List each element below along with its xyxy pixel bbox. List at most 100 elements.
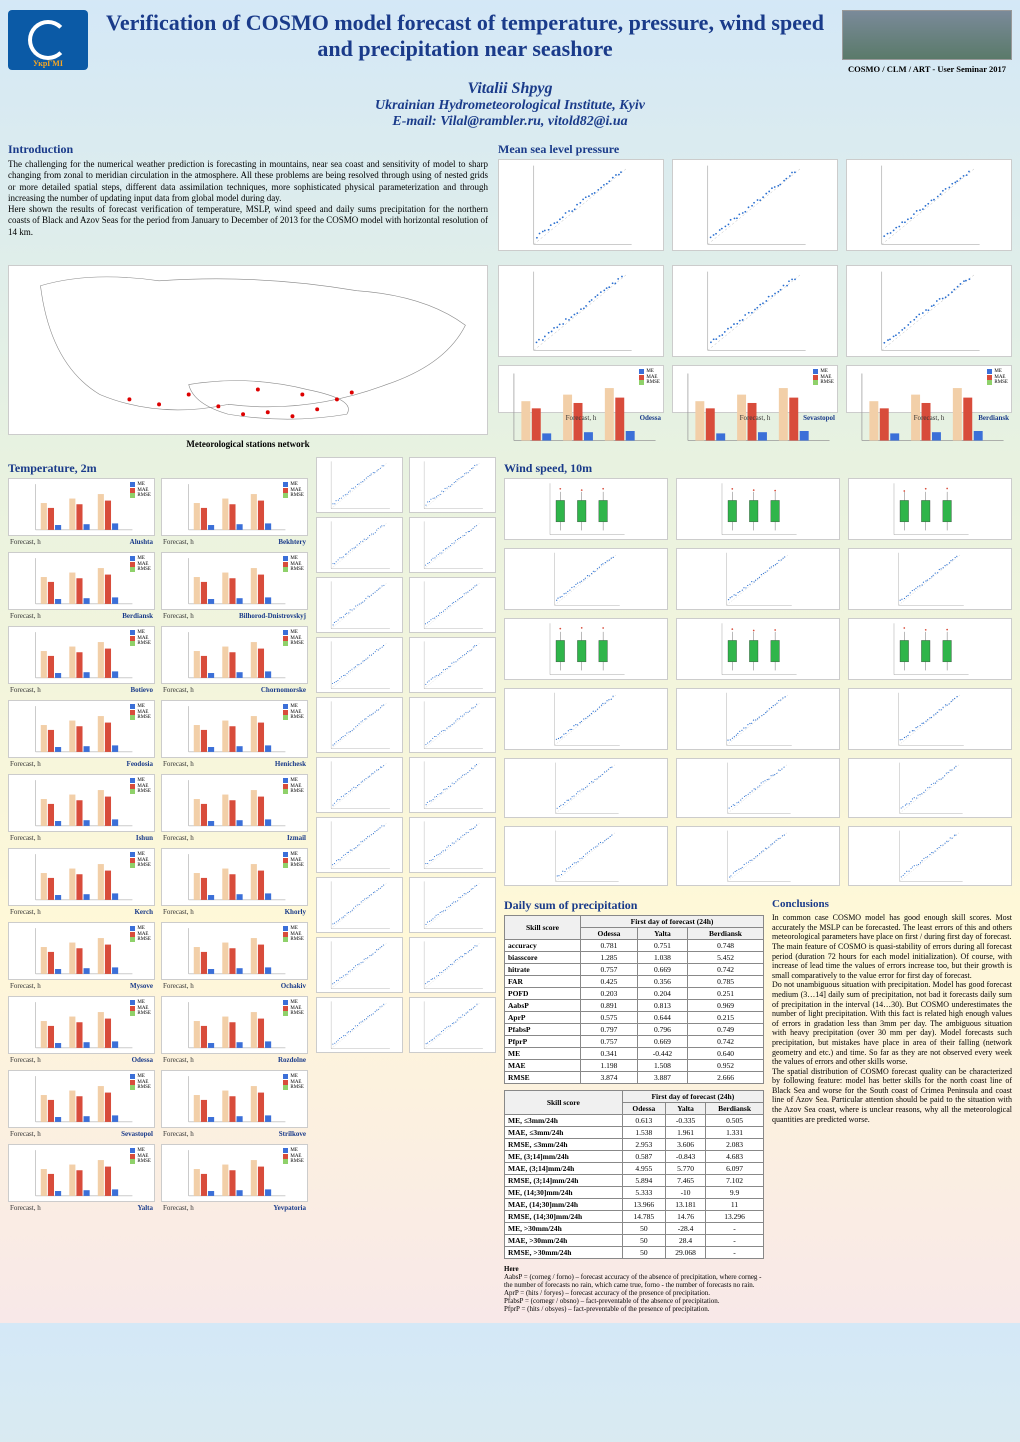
station-name: Strilkove xyxy=(279,1130,306,1138)
mslp-scatter xyxy=(846,159,1012,251)
author-block: Vitalii Shpyg Ukrainian Hydrometeorologi… xyxy=(8,80,1012,130)
mslp-section: Mean sea level pressure xyxy=(498,138,1012,259)
wind-scatter xyxy=(504,758,668,818)
mslp-scatter-row1 xyxy=(498,159,1012,251)
temp-cell: MEMAERMSEForecast, hBekhtery xyxy=(161,478,308,546)
temp-title: Temperature, 2m xyxy=(8,461,308,476)
xlabel: Forecast, h xyxy=(163,760,194,768)
wind-box-chart xyxy=(848,618,1012,680)
legend: MEMAERMSE xyxy=(638,368,661,387)
wind-scatter xyxy=(676,758,840,818)
right-header: COSMO / CLM / ART - User Seminar 2017 xyxy=(842,10,1012,74)
temp-bar-chart: MEMAERMSE xyxy=(161,922,308,980)
temp-scatter xyxy=(409,577,496,633)
station-name: Odessa xyxy=(132,1056,153,1064)
poster-title: Verification of COSMO model forecast of … xyxy=(96,10,834,63)
station-name: Berdiansk xyxy=(122,612,153,620)
seminar-label: COSMO / CLM / ART - User Seminar 2017 xyxy=(842,64,1012,74)
temp-scatter xyxy=(409,757,496,813)
skill-table-2: Skill scoreFirst day of forecast (24h)Od… xyxy=(504,1090,764,1259)
temp-scatter xyxy=(409,457,496,513)
temp-bar-chart: MEMAERMSE xyxy=(161,996,308,1054)
station-name: Kerch xyxy=(134,908,153,916)
temp-scatter xyxy=(316,877,403,933)
legend: MEMAERMSE xyxy=(282,1073,305,1092)
legend: MEMAERMSE xyxy=(986,368,1009,387)
mslp-section-2: MEMAERMSEForecast, hOdessaMEMAERMSEForec… xyxy=(498,265,1012,449)
temp-cell: MEMAERMSEForecast, hFeodosia xyxy=(8,700,155,768)
wind-scatter xyxy=(848,758,1012,818)
xlabel: Forecast, h xyxy=(163,1130,194,1138)
temp-bar-chart: MEMAERMSE xyxy=(8,626,155,684)
xlabel: Forecast, h xyxy=(163,686,194,694)
xlabel: Forecast, h xyxy=(10,686,41,694)
legend: MEMAERMSE xyxy=(282,777,305,796)
legend: MEMAERMSE xyxy=(282,481,305,500)
xlabel: Forecast, h xyxy=(10,760,41,768)
xlabel: Forecast, h xyxy=(163,982,194,990)
temp-cell: MEMAERMSEForecast, hMysove xyxy=(8,922,155,990)
legend: MEMAERMSE xyxy=(129,555,152,574)
legend: MEMAERMSE xyxy=(282,555,305,574)
logo-swirl-icon xyxy=(28,20,68,60)
legend: MEMAERMSE xyxy=(282,999,305,1018)
intro-title: Introduction xyxy=(8,142,488,157)
legend: MEMAERMSE xyxy=(812,368,835,387)
skill-table-1: Skill scoreFirst day of forecast (24h)Od… xyxy=(504,915,764,1084)
temp-scatter xyxy=(316,937,403,993)
legend: MEMAERMSE xyxy=(129,999,152,1018)
intro-column: Introduction The challenging for the num… xyxy=(8,138,488,259)
temp-bar-chart: MEMAERMSE xyxy=(8,996,155,1054)
temp-bar-chart: MEMAERMSE xyxy=(8,1144,155,1202)
here-line: PfprP = (hits / obsyes) – fact-preventab… xyxy=(504,1305,764,1313)
wind-scatter xyxy=(676,548,840,610)
wind-scatter xyxy=(848,688,1012,750)
legend: MEMAERMSE xyxy=(282,925,305,944)
conclusions-title: Conclusions xyxy=(772,898,1012,911)
temp-bar-chart: MEMAERMSE xyxy=(8,700,155,758)
xlabel: Forecast, h xyxy=(163,834,194,842)
mslp-bar-chart: MEMAERMSEForecast, hOdessa xyxy=(498,365,664,413)
logo-text: УкрГМІ xyxy=(33,59,63,68)
wind-grid xyxy=(504,478,1012,886)
temp-scatter-pair xyxy=(316,637,496,693)
xlabel: Forecast, h xyxy=(163,908,194,916)
here-title: Here xyxy=(504,1265,519,1273)
station-name: Ochakiv xyxy=(281,982,306,990)
legend: MEMAERMSE xyxy=(129,481,152,500)
author-email: E-mail: Vilal@rambler.ru, vitold82@i.ua xyxy=(8,114,1012,130)
temp-wind-row: Temperature, 2m MEMAERMSEForecast, hAlus… xyxy=(8,457,1012,1313)
mslp-scatter xyxy=(672,265,838,357)
legend: MEMAERMSE xyxy=(129,851,152,870)
mslp-scatter xyxy=(498,265,664,357)
wind-scatter xyxy=(848,826,1012,886)
precip-title: Daily sum of precipitation xyxy=(504,898,764,913)
legend: MEMAERMSE xyxy=(129,703,152,722)
temp-cell: MEMAERMSEForecast, hHenichesk xyxy=(161,700,308,768)
temp-scatter-pair xyxy=(316,457,496,513)
temp-scatter xyxy=(316,697,403,753)
temp-grid: MEMAERMSEForecast, hAlushtaMEMAERMSEFore… xyxy=(8,478,308,1212)
temp-bar-chart: MEMAERMSE xyxy=(8,848,155,906)
temp-bar-chart: MEMAERMSE xyxy=(8,552,155,610)
wind-box-chart xyxy=(676,618,840,680)
station-name: Ishun xyxy=(136,834,153,842)
author-name: Vitalii Shpyg xyxy=(8,80,1012,98)
mslp-title: Mean sea level pressure xyxy=(498,142,1012,157)
xlabel: Forecast, h xyxy=(10,908,41,916)
wind-scatter-row xyxy=(504,826,1012,886)
temp-cell: MEMAERMSEForecast, hRozdolne xyxy=(161,996,308,1064)
temp-cell: MEMAERMSE Forecast, h Ochakiv xyxy=(161,922,308,990)
temp-cell: MEMAERMSEForecast, hYalta xyxy=(8,1144,155,1212)
map-caption: Meteorological stations network xyxy=(8,439,488,449)
temp-cell: MEMAERMSEForecast, hBilhorod-Dnistrovsky… xyxy=(161,552,308,620)
legend: MEMAERMSE xyxy=(282,629,305,648)
wind-scatter xyxy=(504,826,668,886)
title-block: Verification of COSMO model forecast of … xyxy=(96,10,834,63)
map-mslp-row: Meteorological stations network MEMAERMS… xyxy=(8,265,1012,449)
temp-bar-chart: MEMAERMSE xyxy=(161,1144,308,1202)
temp-scatter xyxy=(316,517,403,573)
temp-scatter-pair xyxy=(316,877,496,933)
wind-row xyxy=(504,478,1012,540)
wind-scatter xyxy=(676,688,840,750)
